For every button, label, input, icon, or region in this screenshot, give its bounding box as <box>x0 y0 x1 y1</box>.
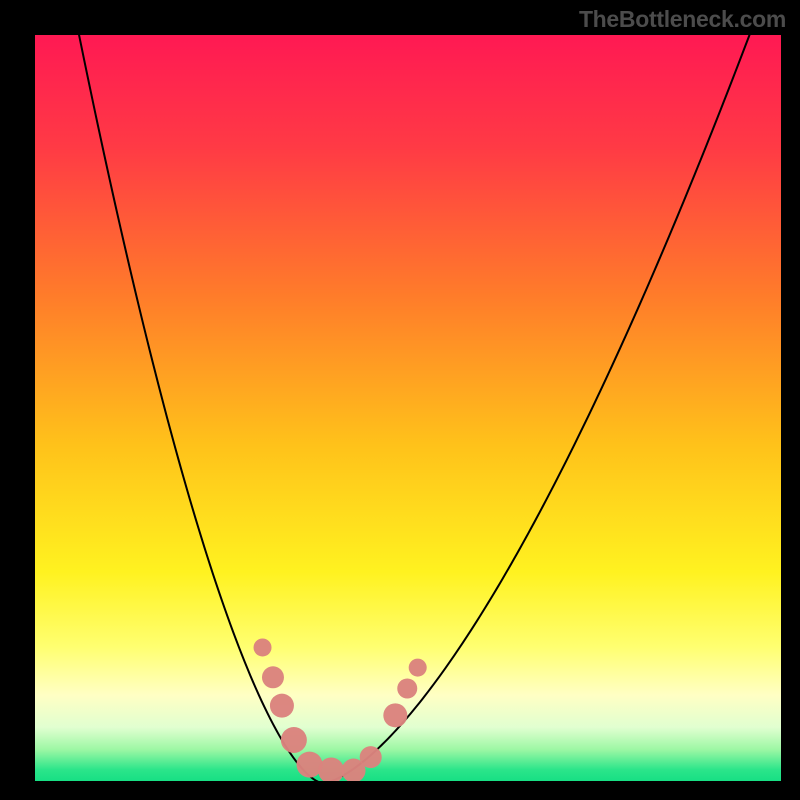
watermark-text: TheBottleneck.com <box>579 6 786 33</box>
curve-marker <box>262 666 284 688</box>
curve-marker <box>383 703 407 727</box>
plot-area <box>35 35 781 781</box>
marker-group <box>254 638 427 781</box>
curve-marker <box>397 679 417 699</box>
curve-marker <box>360 746 382 768</box>
curve-layer <box>35 35 781 781</box>
curve-marker <box>270 694 294 718</box>
chart-frame: TheBottleneck.com <box>0 0 800 800</box>
curve-marker <box>409 659 427 677</box>
curve-marker <box>318 758 344 781</box>
curve-marker <box>281 727 307 753</box>
bottleneck-curve <box>35 35 781 781</box>
curve-marker <box>254 638 272 656</box>
